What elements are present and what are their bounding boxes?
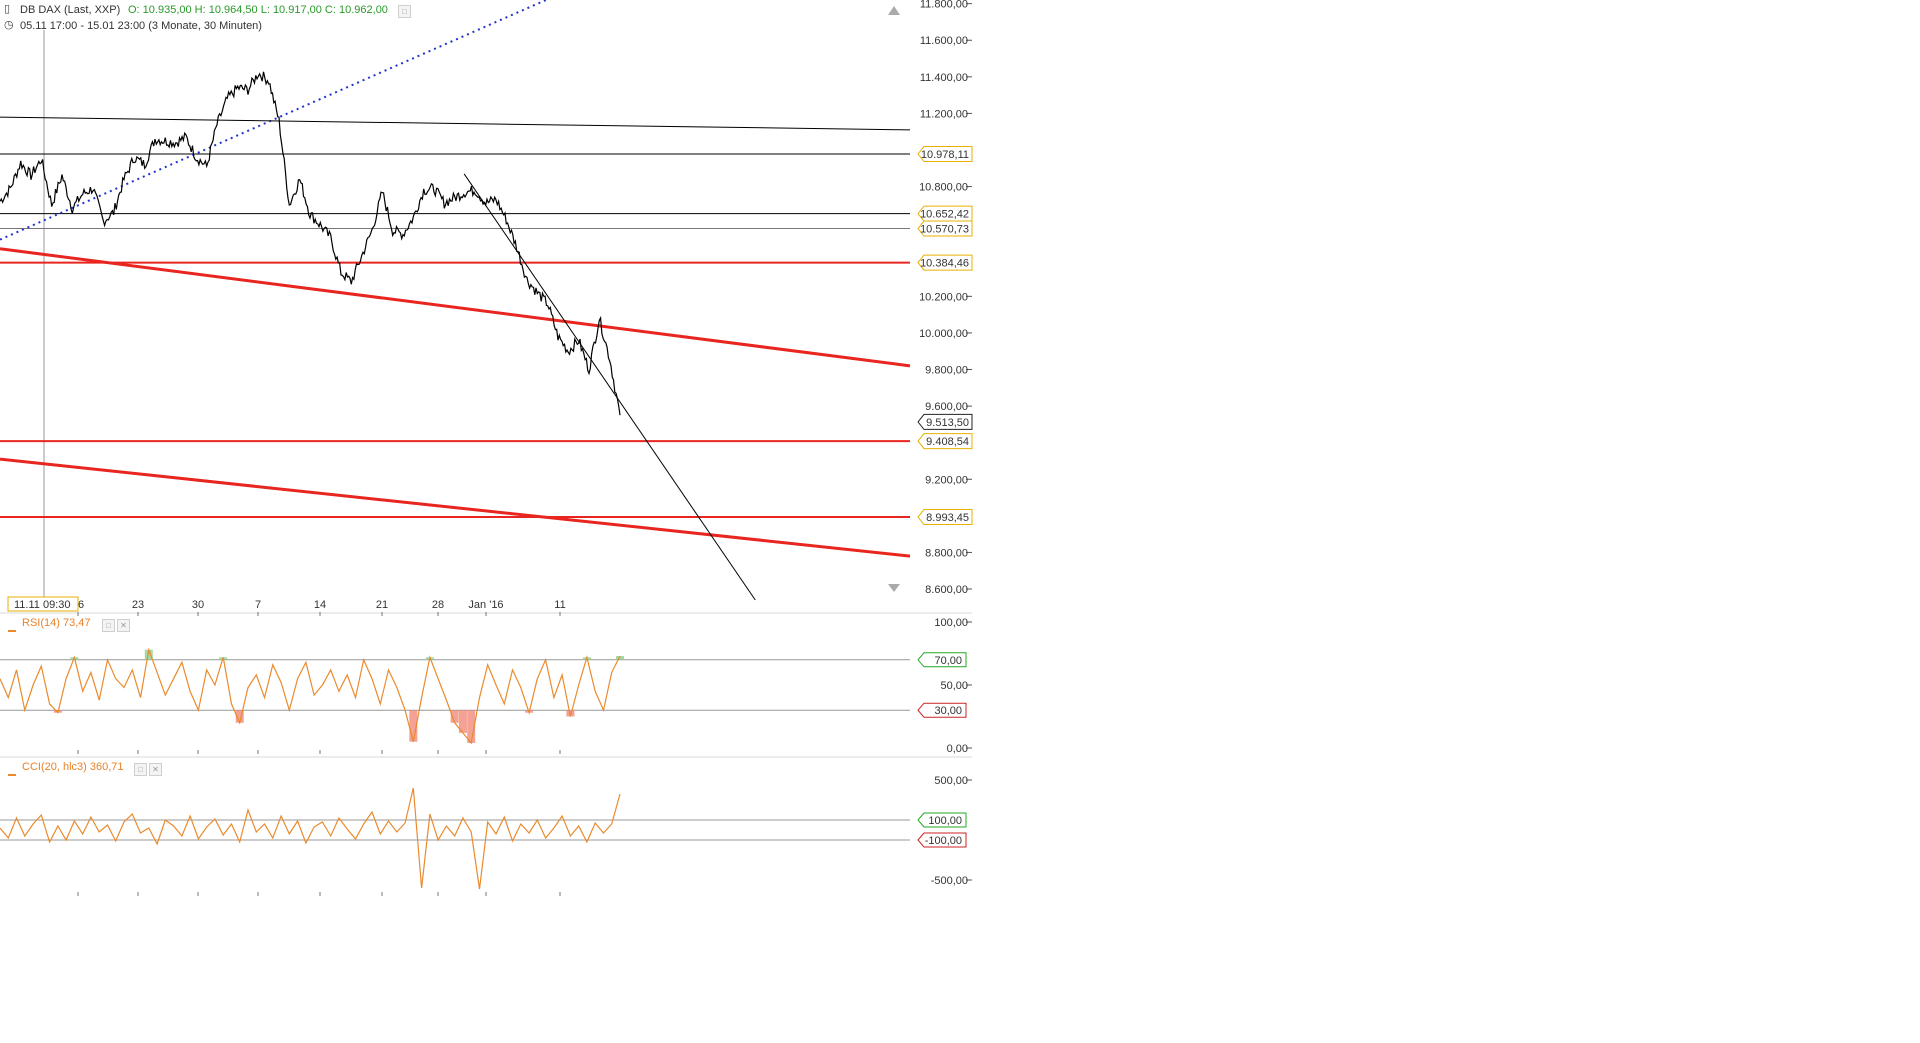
y-tick-label: 10.200,00 — [919, 291, 968, 303]
oversold-fill — [467, 710, 476, 743]
trend-line — [0, 116, 911, 131]
price-series — [0, 71, 621, 416]
y-tick-label: 0,00 — [947, 743, 968, 755]
cursor-time-label: 11.11 09:30 — [14, 599, 70, 611]
y-tick-label: 100,00 — [934, 617, 968, 629]
ohlc-readout: O: 10.935,00 H: 10.964,50 L: 10.917,00 C… — [128, 4, 388, 16]
level-tag — [917, 832, 967, 848]
price-tag — [917, 205, 973, 222]
y-tick-label: 10.000,00 — [919, 328, 968, 340]
x-tick-label: 28 — [432, 599, 444, 611]
y-tick-label: 11.200,00 — [920, 108, 968, 120]
y-tick-label: 11.400,00 — [920, 72, 968, 84]
rsi-label[interactable]: RSI(14) 73,47 — [22, 617, 91, 629]
clock-icon: ◷ — [4, 19, 14, 31]
scroll-up-icon — [888, 6, 900, 15]
chart-title: DB DAX (Last, XXP) — [20, 4, 121, 16]
y-tick-label: -500,00 — [931, 875, 968, 887]
price-tag — [917, 254, 973, 271]
x-tick-label: 23 — [132, 599, 144, 611]
rsi-close-button[interactable]: ✕ — [117, 619, 130, 632]
time-range: 05.11 17:00 - 15.01 23:00 (3 Monate, 30 … — [20, 20, 262, 32]
y-tick-label: 9.200,00 — [925, 474, 968, 486]
oversold-fill — [566, 710, 575, 717]
y-tick-label: 50,00 — [940, 680, 968, 692]
level-tag-label: 70,00 — [934, 655, 962, 667]
price-tag-label: 10.978,11 — [921, 149, 969, 161]
price-tag — [917, 433, 973, 450]
level-tag — [917, 652, 967, 668]
cci-close-button[interactable]: ✕ — [149, 763, 162, 776]
indicator-series — [0, 787, 621, 890]
oversold-fill — [458, 710, 467, 733]
level-tag — [917, 812, 967, 828]
level-tag — [917, 702, 967, 718]
cci-settings-button[interactable]: □ — [134, 763, 147, 776]
trend-line — [0, 0, 547, 241]
price-tag-label: 8.993,45 — [926, 512, 969, 524]
y-tick-label: 8.800,00 — [925, 547, 968, 559]
x-tick-label: 30 — [192, 599, 204, 611]
price-tag-label: 10.384,46 — [920, 258, 969, 270]
indicator-series — [0, 647, 621, 745]
level-tag-label: 30,00 — [934, 705, 962, 717]
price-tag — [917, 146, 973, 163]
price-tag — [917, 509, 973, 526]
x-tick-label: Jan '16 — [468, 599, 503, 611]
x-tick-label: 7 — [255, 599, 261, 611]
trend-line — [463, 173, 756, 601]
price-tag — [917, 220, 973, 237]
y-tick-label: 9.800,00 — [925, 365, 968, 377]
y-tick-label: 11.600,00 — [920, 35, 968, 47]
price-tag-label: 9.513,50 — [926, 417, 969, 429]
x-tick-label: 14 — [314, 599, 326, 611]
overbought-fill — [144, 649, 153, 660]
level-tag-label: 100,00 — [928, 815, 962, 827]
settings-button[interactable]: □ — [398, 5, 411, 18]
x-tick-label: 11 — [554, 599, 565, 611]
overbought-fill — [616, 656, 624, 660]
oversold-fill — [235, 710, 244, 723]
y-tick-label: 9.600,00 — [925, 401, 968, 413]
y-tick-label: 10.800,00 — [919, 182, 968, 194]
y-tick-label: 11.800,00 — [920, 0, 968, 11]
price-tag — [917, 413, 973, 430]
trend-line — [0, 457, 911, 558]
rsi-settings-button[interactable]: □ — [102, 619, 115, 632]
trend-line — [0, 247, 911, 368]
price-tag-label: 10.652,42 — [920, 209, 969, 221]
cursor-time-box — [7, 596, 79, 612]
price-tag-label: 10.570,73 — [920, 224, 969, 236]
level-tag-label: -100,00 — [925, 835, 962, 847]
x-tick-label: 21 — [376, 599, 388, 611]
bar-chart-icon: ▯ — [4, 3, 11, 15]
price-tag-label: 9.408,54 — [926, 436, 969, 448]
cci-label[interactable]: CCI(20, hlc3) 360,71 — [22, 761, 124, 773]
oversold-fill — [409, 710, 418, 742]
scroll-down-icon — [888, 584, 900, 592]
oversold-fill — [450, 710, 459, 723]
y-tick-label: 8.600,00 — [925, 584, 968, 596]
y-tick-label: 500,00 — [934, 775, 968, 787]
